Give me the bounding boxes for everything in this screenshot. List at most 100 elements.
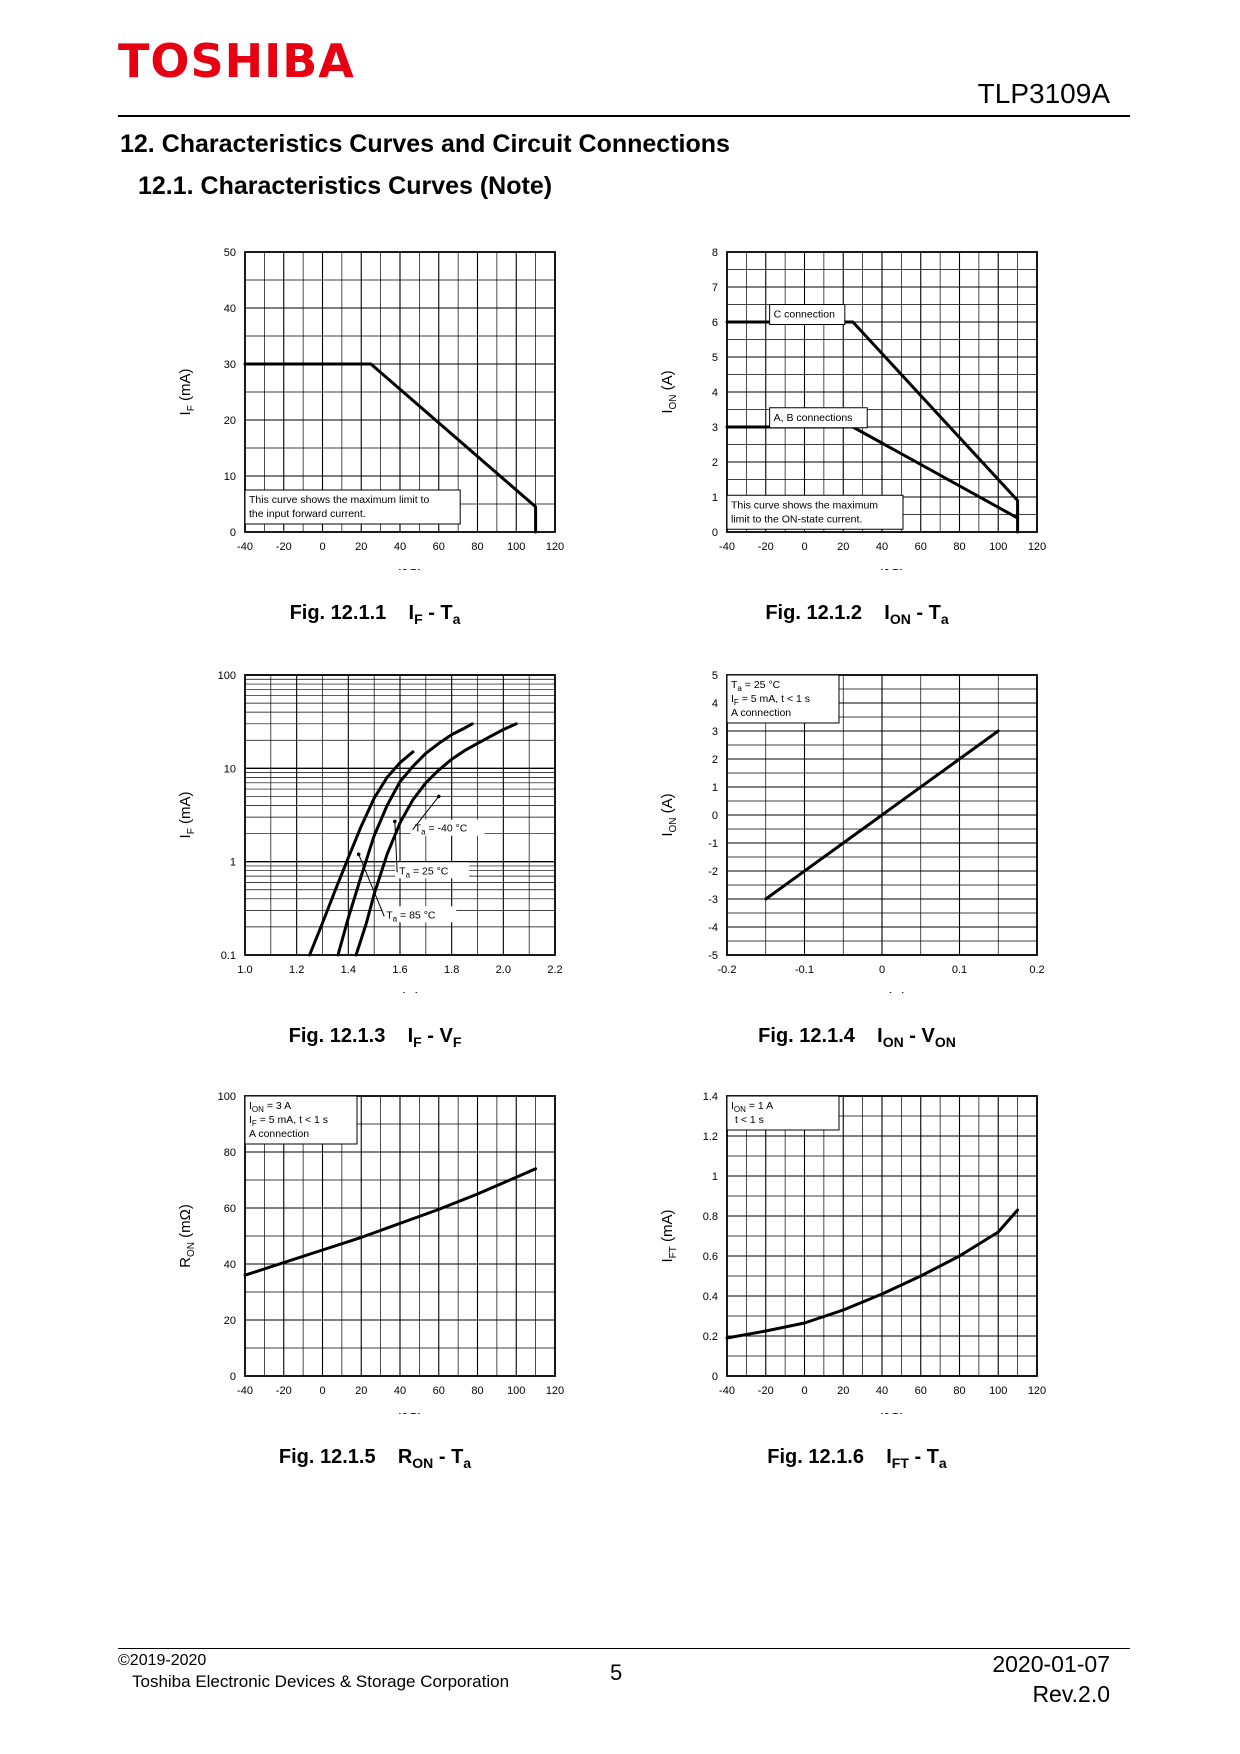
x-tick-label: -40 — [237, 1385, 253, 1397]
y-tick-label: 1.2 — [703, 1131, 718, 1143]
y-tick-label: 4 — [712, 698, 718, 710]
x-tick-label: 20 — [355, 541, 367, 553]
x-axis-label: Ta (℃) — [377, 567, 423, 570]
annotation-text: A connection — [249, 1128, 309, 1140]
annotation-box — [726, 1095, 840, 1131]
caption-fig-12-1-2: Fig. 12.1.2 ION - Ta — [765, 602, 949, 627]
grid — [245, 1095, 556, 1376]
caption-fig-12-1-6: Fig. 12.1.6 IFT - Ta — [767, 1446, 947, 1471]
x-axis-label: VON (V) — [857, 990, 906, 993]
series-line — [308, 750, 415, 957]
y-tick-label: 100 — [218, 670, 236, 682]
y-tick-label: 7 — [712, 282, 718, 294]
y-tick-label: 10 — [224, 471, 236, 483]
y-axis-label: RON (mΩ) — [177, 1204, 197, 1268]
x-axis-label: Ta (℃) — [859, 567, 905, 570]
annotation-text: A connection — [731, 707, 791, 719]
y-tick-label: 1.4 — [703, 1091, 718, 1103]
x-tick-label: 60 — [433, 541, 445, 553]
series-line — [243, 362, 538, 534]
plot-frame — [726, 1095, 1038, 1377]
x-tick-label: 1.4 — [341, 964, 356, 976]
annotation-box — [244, 1095, 358, 1145]
x-tick-label: 40 — [876, 541, 888, 553]
y-tick-label: 0.4 — [703, 1291, 718, 1303]
x-tick-label: -0.1 — [795, 964, 814, 976]
company-name: Toshiba Electronic Devices & Storage Cor… — [132, 1672, 510, 1691]
y-tick-label: 8 — [712, 247, 718, 259]
series-line — [336, 722, 474, 957]
x-tick-label: 80 — [471, 541, 483, 553]
x-tick-label: -20 — [276, 1385, 292, 1397]
y-tick-label: 1 — [712, 1171, 718, 1183]
x-axis-label: Ta (℃) — [377, 1411, 423, 1414]
plot-frame — [244, 674, 556, 956]
part-number: TLP3109A — [977, 78, 1110, 109]
x-tick-label: 80 — [953, 1385, 965, 1397]
chart-ift-ta: -40 -20 0 20 40 60 80 100 120 0 0.2 0.4 0.6 0.8 1 1.2 1.… — [659, 1091, 1046, 1414]
annotation-text: the input forward current. — [249, 508, 366, 520]
y-tick-label: 50 — [224, 247, 236, 259]
x-tick-label: 1.2 — [289, 964, 304, 976]
x-tick-label: 100 — [507, 541, 525, 553]
y-tick-label: 60 — [224, 1203, 236, 1215]
x-tick-label: -20 — [758, 1385, 774, 1397]
y-tick-label: -4 — [708, 922, 718, 934]
chart-ron-ta: -40 -20 0 20 40 60 80 100 120 0 20 40 60 80 100 Ta (℃) R… — [177, 1091, 564, 1414]
x-tick-label: 1.6 — [392, 964, 407, 976]
annotation-text: limit to the ON-state current. — [731, 513, 862, 525]
copyright: ©2019-2020 — [118, 1652, 207, 1669]
annotation-text: C connection — [774, 309, 835, 321]
x-tick-label: -0.2 — [718, 964, 737, 976]
x-tick-label: -20 — [758, 541, 774, 553]
annotation-text: IF = 5 mA, t < 1 s — [249, 1114, 328, 1128]
x-tick-label: 40 — [876, 1385, 888, 1397]
y-tick-label: 0 — [712, 1371, 718, 1383]
x-tick-label: 20 — [837, 541, 849, 553]
series-line — [764, 729, 1000, 901]
x-tick-label: 20 — [837, 1385, 849, 1397]
y-tick-label: 10 — [224, 763, 236, 775]
x-tick-label: 0.1 — [952, 964, 967, 976]
leader-line — [412, 796, 440, 831]
annotation-bg — [382, 906, 457, 923]
y-axis-label: IF (mA) — [177, 792, 197, 839]
caption-fig-12-1-1: Fig. 12.1.1 IF - Ta — [289, 602, 461, 627]
y-tick-label: 30 — [224, 359, 236, 371]
x-tick-label: 1.0 — [237, 964, 252, 976]
annotation-text: This curve shows the maximum limit to — [249, 494, 429, 506]
x-tick-label: 2.0 — [496, 964, 511, 976]
annotation-text: Ta = 25 °C — [731, 679, 781, 693]
x-tick-label: 20 — [355, 1385, 367, 1397]
annotation-text: ION = 3 A — [249, 1100, 291, 1114]
x-tick-label: -40 — [237, 541, 253, 553]
x-tick-label: 0 — [319, 541, 325, 553]
x-tick-label: 60 — [433, 1385, 445, 1397]
doc-revision: Rev.2.0 — [1032, 1681, 1110, 1707]
y-tick-label: 0 — [712, 810, 718, 822]
chart-ion-ta: -40 -20 0 20 40 60 80 100 120 0 1 2 3 4 5 6 7 8 Ta (℃) ION … — [659, 247, 1046, 570]
y-axis-label: IFT (mA) — [659, 1209, 679, 1262]
x-tick-label: 40 — [394, 541, 406, 553]
y-tick-label: -5 — [708, 950, 718, 962]
series-line — [725, 1208, 1020, 1340]
annotation-text: IF = 5 mA, t < 1 s — [731, 693, 810, 707]
subsection-title: 12.1. Characteristics Curves (Note) — [138, 172, 553, 200]
y-tick-label: 5 — [712, 352, 718, 364]
annotation-text: t < 1 s — [735, 1114, 764, 1126]
y-tick-label: 80 — [224, 1147, 236, 1159]
y-axis-label: ION (A) — [659, 793, 679, 836]
annotation-text: This curve shows the maximum — [731, 499, 878, 511]
x-tick-label: 80 — [471, 1385, 483, 1397]
y-tick-label: 0.2 — [703, 1331, 718, 1343]
y-axis-label: ION (A) — [659, 370, 679, 413]
y-tick-label: 3 — [712, 726, 718, 738]
y-tick-label: 1 — [230, 857, 236, 869]
x-tick-label: 100 — [989, 1385, 1007, 1397]
x-tick-label: 0 — [879, 964, 885, 976]
x-tick-label: -40 — [719, 1385, 735, 1397]
y-tick-label: 100 — [218, 1091, 236, 1103]
grid — [727, 251, 1038, 532]
series-line — [354, 722, 518, 957]
annotation-text: Ta = 85 °C — [386, 909, 436, 923]
